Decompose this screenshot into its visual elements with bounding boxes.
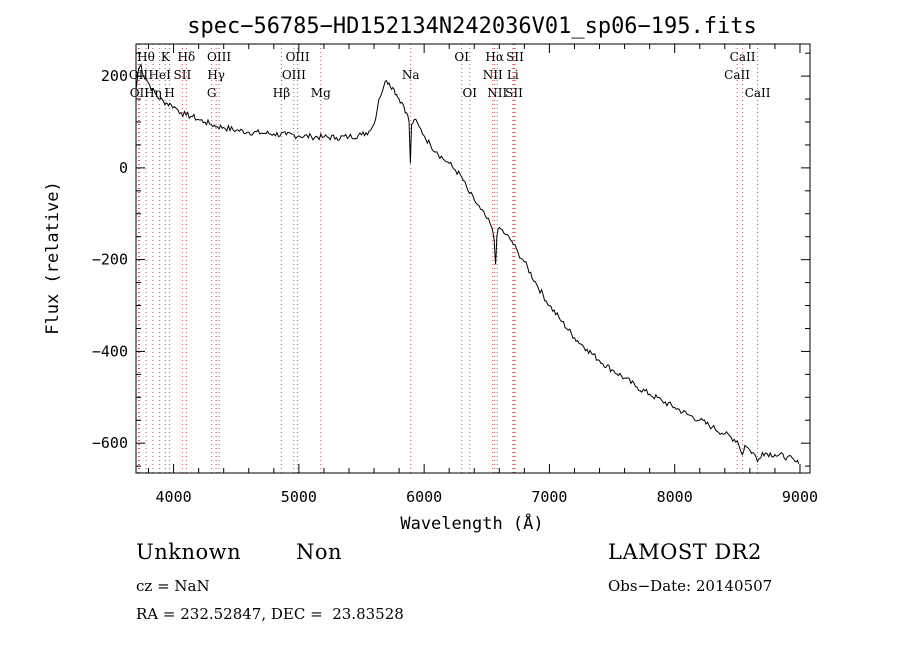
line-label-13: OIII — [282, 68, 306, 82]
x-tick-label-2: 6000 — [406, 488, 442, 506]
line-label-8: CaII — [730, 50, 756, 64]
y-axis-ticks: −600 −400 −200 0 200 — [92, 52, 810, 467]
line-label-2: Hδ — [178, 50, 196, 64]
line-label-23: Mg — [311, 86, 331, 100]
line-label-16: Li — [507, 68, 519, 82]
x-tick-label-5: 9000 — [782, 488, 818, 506]
spectral-line-markers — [138, 44, 759, 473]
x-tick-label-0: 4000 — [156, 488, 192, 506]
x-axis-ticks: 4000 5000 6000 7000 8000 9000 — [148, 44, 818, 506]
x-axis-label: Wavelength (Å) — [400, 512, 543, 534]
line-label-12: Hγ — [207, 68, 225, 82]
line-label-5: OI — [454, 50, 469, 64]
chart-title: spec−56785−HD152134N242036V01_sp06−195.f… — [187, 14, 757, 39]
line-label-19: Hη — [144, 86, 162, 100]
subclass-label: Non — [296, 540, 343, 564]
plot-frame — [135, 43, 811, 474]
y-tick-label-1: −400 — [92, 342, 128, 360]
class-label: Unknown — [136, 540, 242, 564]
line-label-3: OIII — [207, 50, 231, 64]
survey-label: LAMOST DR2 — [608, 540, 762, 564]
line-label-24: OI — [462, 86, 477, 100]
line-label-9: OII — [129, 68, 149, 82]
line-label-11: SII — [174, 68, 192, 82]
y-tick-label-3: 0 — [119, 159, 128, 177]
line-label-21: G — [207, 86, 217, 100]
y-tick-label-0: −600 — [92, 434, 128, 452]
y-tick-label-2: −200 — [92, 251, 128, 269]
line-label-25: NII — [487, 86, 507, 100]
line-label-7: SII — [506, 50, 524, 64]
line-label-10: HeI — [149, 68, 172, 82]
line-label-22: Hβ — [273, 86, 290, 100]
line-label-15: NII — [483, 68, 503, 82]
line-label-26: SII — [505, 86, 523, 100]
line-label-17: CaII — [724, 68, 750, 82]
y-tick-label-4: 200 — [101, 67, 128, 85]
line-label-6: Hα — [485, 50, 504, 64]
line-label-4: OIII — [286, 50, 310, 64]
x-tick-label-4: 8000 — [657, 488, 693, 506]
x-tick-label-3: 7000 — [531, 488, 567, 506]
x-tick-label-1: 5000 — [281, 488, 317, 506]
obs-date-label: Obs−Date: 20140507 — [608, 577, 773, 595]
coordinates-label: RA = 232.52847, DEC = 23.83528 — [136, 605, 404, 623]
line-label-20: H — [164, 86, 174, 100]
redshift-label: cz = NaN — [136, 577, 210, 595]
y-axis-label: Flux (relative) — [43, 181, 63, 335]
line-label-14: Na — [402, 68, 420, 82]
spectrum-series-line — [135, 63, 800, 464]
line-label-27: CaII — [745, 86, 771, 100]
line-label-18: OII — [130, 86, 150, 100]
line-label-0: Hθ — [137, 50, 155, 64]
line-label-1: K — [161, 50, 171, 64]
